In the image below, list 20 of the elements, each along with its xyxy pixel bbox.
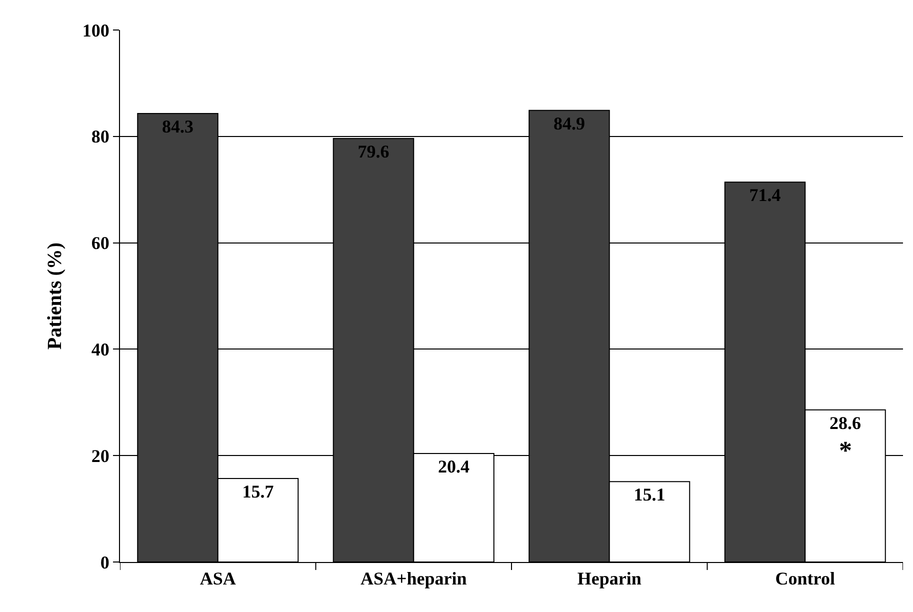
data-label: 71.4 [749, 185, 781, 206]
y-tick-label: 0 [100, 552, 110, 572]
data-label: 84.9 [554, 113, 585, 134]
y-tick-label: 100 [82, 20, 110, 40]
x-tick-label: ASA+heparin [360, 568, 467, 589]
data-label: 20.4 [438, 456, 470, 476]
data-label: 28.6 [830, 412, 862, 433]
y-tick-label: 60 [91, 233, 110, 254]
data-label: 79.6 [358, 142, 390, 162]
x-tick-label: Control [775, 568, 835, 589]
x-tick-label: ASA [200, 568, 236, 589]
annotation: * [839, 436, 852, 465]
data-label: 84.3 [162, 116, 194, 137]
data-label: 15.7 [242, 481, 274, 502]
y-tick-label: 40 [91, 340, 110, 360]
y-axis-title: Patients (%) [44, 242, 66, 350]
data-label: 15.1 [634, 484, 666, 505]
x-tick-label: Heparin [577, 568, 642, 589]
y-tick-label: 20 [91, 446, 110, 466]
y-tick-label: 80 [91, 126, 110, 147]
